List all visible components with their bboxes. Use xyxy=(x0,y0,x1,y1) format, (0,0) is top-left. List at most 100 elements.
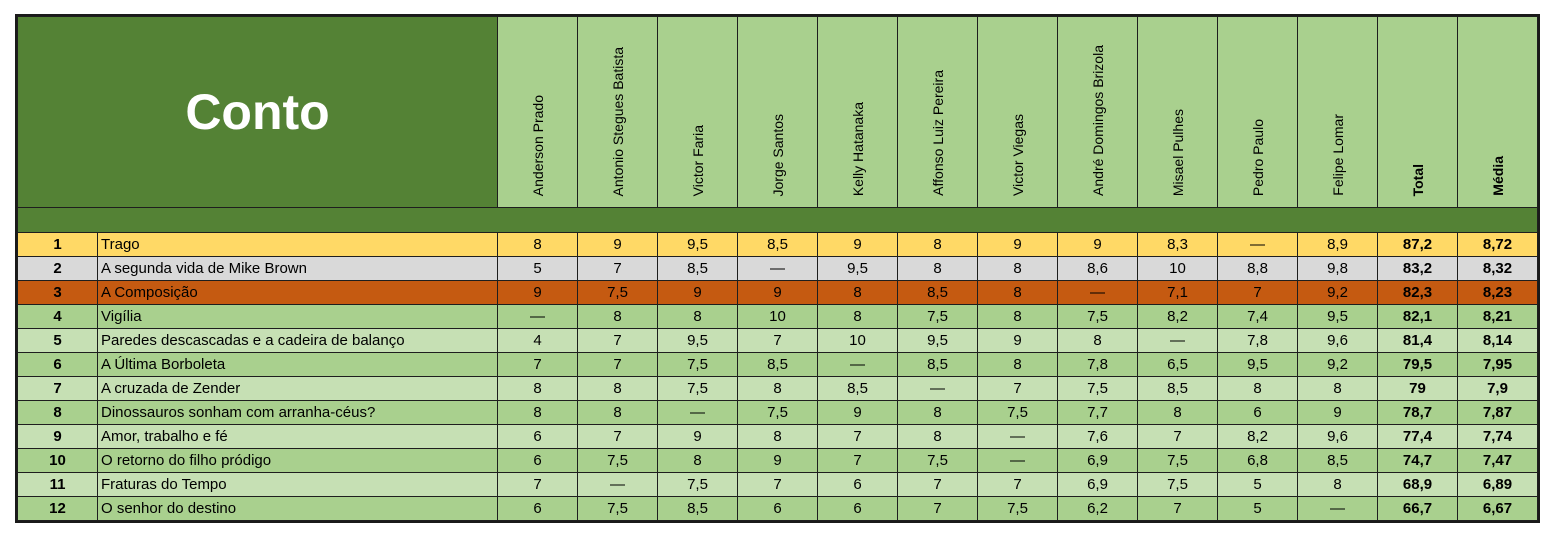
score-cell: 6 xyxy=(817,496,899,521)
rank-cell: 3 xyxy=(17,280,98,305)
score-cell: 5 xyxy=(1217,472,1299,497)
score-cell: 9,2 xyxy=(1297,280,1379,305)
score-cell: 10 xyxy=(1137,256,1219,281)
score-cell: 6,5 xyxy=(1137,352,1219,377)
score-cell: 9 xyxy=(577,232,659,257)
score-cell: 9,5 xyxy=(1297,304,1379,329)
score-cell: 8 xyxy=(817,280,899,305)
score-sheet: Conto Anderson Prado Antonio Stegues Bati… xyxy=(14,14,1541,523)
score-cell: 9,6 xyxy=(1297,424,1379,449)
score-cell: — xyxy=(1217,232,1299,257)
score-cell: 7,4 xyxy=(1217,304,1299,329)
score-cell: 9,5 xyxy=(817,256,899,281)
score-cell: 8 xyxy=(977,352,1059,377)
total-cell: 81,4 xyxy=(1377,328,1459,353)
score-cell: 7 xyxy=(897,472,979,497)
score-cell: 5 xyxy=(1217,496,1299,521)
score-cell: 8,5 xyxy=(737,352,819,377)
score-cell: — xyxy=(977,424,1059,449)
score-cell: 7 xyxy=(817,424,899,449)
total-cell: 82,1 xyxy=(1377,304,1459,329)
score-cell: 8 xyxy=(497,376,579,401)
judge-header: Antonio Stegues Batista xyxy=(577,16,659,208)
story-title-cell: Dinossauros sonham com arranha-céus? xyxy=(96,400,499,425)
score-cell: 9,5 xyxy=(1217,352,1299,377)
rank-cell: 12 xyxy=(17,496,98,521)
score-cell: 7,5 xyxy=(657,472,739,497)
judge-name: Affonso Luiz Pereira xyxy=(929,70,946,196)
score-cell: 7,6 xyxy=(1057,424,1139,449)
story-title-cell: A segunda vida de Mike Brown xyxy=(96,256,499,281)
score-cell: 7,5 xyxy=(977,400,1059,425)
score-cell: 10 xyxy=(817,328,899,353)
table-row: 9 Amor, trabalho e fé 6 7 9 8 7 8—7,6 7 8,2 9,6 77,… xyxy=(17,424,1539,449)
score-cell: — xyxy=(1297,496,1379,521)
score-cell: 9 xyxy=(1297,400,1379,425)
score-cell: 7 xyxy=(497,352,579,377)
score-cell: 7,8 xyxy=(1057,352,1139,377)
judge-name: Victor Faria xyxy=(689,124,706,196)
score-cell: 7,5 xyxy=(657,376,739,401)
judge-header: Jorge Santos xyxy=(737,16,819,208)
separator-band xyxy=(16,207,1539,233)
score-cell: 6,8 xyxy=(1217,448,1299,473)
score-cell: 7,5 xyxy=(897,304,979,329)
total-cell: 83,2 xyxy=(1377,256,1459,281)
score-cell: 8 xyxy=(977,280,1059,305)
total-header-label: Total xyxy=(1409,163,1426,196)
score-cell: 5 xyxy=(497,256,579,281)
score-cell: 7 xyxy=(497,472,579,497)
score-cell: 7,5 xyxy=(1057,376,1139,401)
judge-header: Victor Viegas xyxy=(977,16,1059,208)
media-cell: 7,95 xyxy=(1457,352,1539,377)
judge-header: Anderson Prado xyxy=(497,16,579,208)
rank-cell: 5 xyxy=(17,328,98,353)
rank-cell: 8 xyxy=(17,400,98,425)
media-cell: 6,67 xyxy=(1457,496,1539,521)
judge-header: Misael Pulhes xyxy=(1137,16,1219,208)
score-cell: 7 xyxy=(1217,280,1299,305)
score-cell: — xyxy=(817,352,899,377)
table-row: 4 Vigília —8 8 10 8 7,5 8 7,5 8,2 7,4 9,5 82,1 8,21 xyxy=(17,304,1539,329)
score-cell: 9 xyxy=(737,280,819,305)
score-cell: 7 xyxy=(977,472,1059,497)
judge-name: Antonio Stegues Batista xyxy=(609,46,626,196)
score-cell: 8,2 xyxy=(1217,424,1299,449)
total-header: Total xyxy=(1377,16,1459,208)
header-row: Conto Anderson Prado Antonio Stegues Bati… xyxy=(16,16,1539,208)
score-cell: 7 xyxy=(737,472,819,497)
score-cell: 7,5 xyxy=(1137,472,1219,497)
judge-header: Felipe Lomar xyxy=(1297,16,1379,208)
media-cell: 8,23 xyxy=(1457,280,1539,305)
score-cell: 7 xyxy=(577,352,659,377)
score-cell: 8,5 xyxy=(897,352,979,377)
story-title-cell: A Composição xyxy=(96,280,499,305)
score-cell: 9 xyxy=(1057,232,1139,257)
rank-cell: 2 xyxy=(17,256,98,281)
score-cell: 8 xyxy=(977,256,1059,281)
score-cell: 9 xyxy=(817,232,899,257)
score-cell: 9 xyxy=(497,280,579,305)
story-title-cell: Fraturas do Tempo xyxy=(96,472,499,497)
media-cell: 7,9 xyxy=(1457,376,1539,401)
score-cell: 8,3 xyxy=(1137,232,1219,257)
score-cell: 9 xyxy=(817,400,899,425)
score-cell: 7,5 xyxy=(1137,448,1219,473)
score-cell: 8 xyxy=(897,400,979,425)
score-cell: 6 xyxy=(1217,400,1299,425)
score-cell: — xyxy=(657,400,739,425)
judge-name: Kelly Hatanaka xyxy=(849,101,866,196)
score-cell: 10 xyxy=(737,304,819,329)
score-cell: 9,5 xyxy=(657,232,739,257)
media-cell: 6,89 xyxy=(1457,472,1539,497)
score-cell: 9,8 xyxy=(1297,256,1379,281)
story-title-cell: Amor, trabalho e fé xyxy=(96,424,499,449)
score-cell: 8 xyxy=(577,304,659,329)
media-cell: 7,87 xyxy=(1457,400,1539,425)
score-cell: 6,2 xyxy=(1057,496,1139,521)
score-cell: 8 xyxy=(657,448,739,473)
story-title-cell: A Última Borboleta xyxy=(96,352,499,377)
total-cell: 66,7 xyxy=(1377,496,1459,521)
